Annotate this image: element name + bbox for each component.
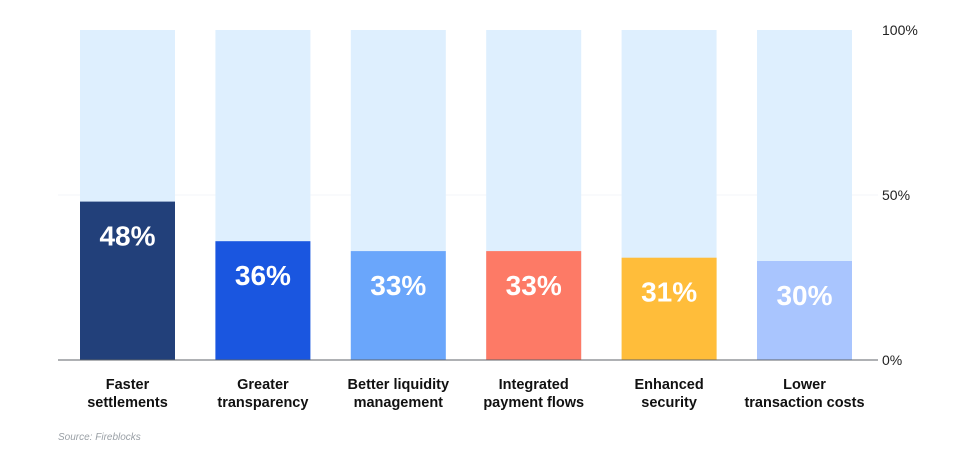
bar-1-category-label: Faster settlements: [87, 377, 168, 411]
bar-4: [486, 251, 582, 360]
bar-3-category-line-1: Better liquidity: [348, 377, 450, 393]
bar-1-category-line-2: settlements: [87, 395, 168, 411]
bar-3-category-label: Better liquidity management: [348, 377, 450, 411]
bar-3-category-line-2: management: [354, 395, 444, 411]
bar-5-category-line-2: security: [641, 395, 697, 411]
y-tick-label-50: 50%: [882, 187, 910, 203]
bar-5-category-label: Enhanced security: [634, 377, 703, 411]
bar-5-category-line-1: Enhanced: [634, 377, 703, 393]
bar-2-category-label: Greater transparency: [217, 377, 308, 411]
bar-2-category-line-2: transparency: [217, 395, 308, 411]
bar-4-value-label: 33%: [506, 270, 562, 301]
bar-2-value-label: 36%: [235, 260, 291, 291]
bar-5-value-label: 31%: [641, 277, 697, 308]
bar-4-category-label: Integrated payment flows: [483, 377, 584, 411]
bar-4-category-line-2: payment flows: [483, 395, 584, 411]
bar-2: [215, 241, 311, 360]
bar-2-category-line-1: Greater: [237, 377, 289, 393]
bar-1: [80, 201, 175, 360]
bar-6-category-line-1: Lower: [783, 377, 826, 393]
bar-5: [621, 257, 717, 360]
bar-6-value-label: 30%: [776, 280, 832, 311]
bar-6-category-label: Lower transaction costs: [744, 377, 864, 411]
bar-1-value-label: 48%: [99, 221, 155, 252]
y-tick-label-0: 0%: [882, 352, 902, 368]
source-note: Source: Fireblocks: [58, 432, 141, 443]
bar-3: [350, 251, 446, 360]
bar-3-value-label: 33%: [370, 270, 426, 301]
y-tick-label-100: 100%: [882, 22, 918, 38]
bar-1-category-line-1: Faster: [106, 377, 150, 393]
bar-4-category-line-1: Integrated: [499, 377, 569, 393]
bar-6: [757, 261, 852, 360]
bar-6-category-line-2: transaction costs: [744, 395, 864, 411]
